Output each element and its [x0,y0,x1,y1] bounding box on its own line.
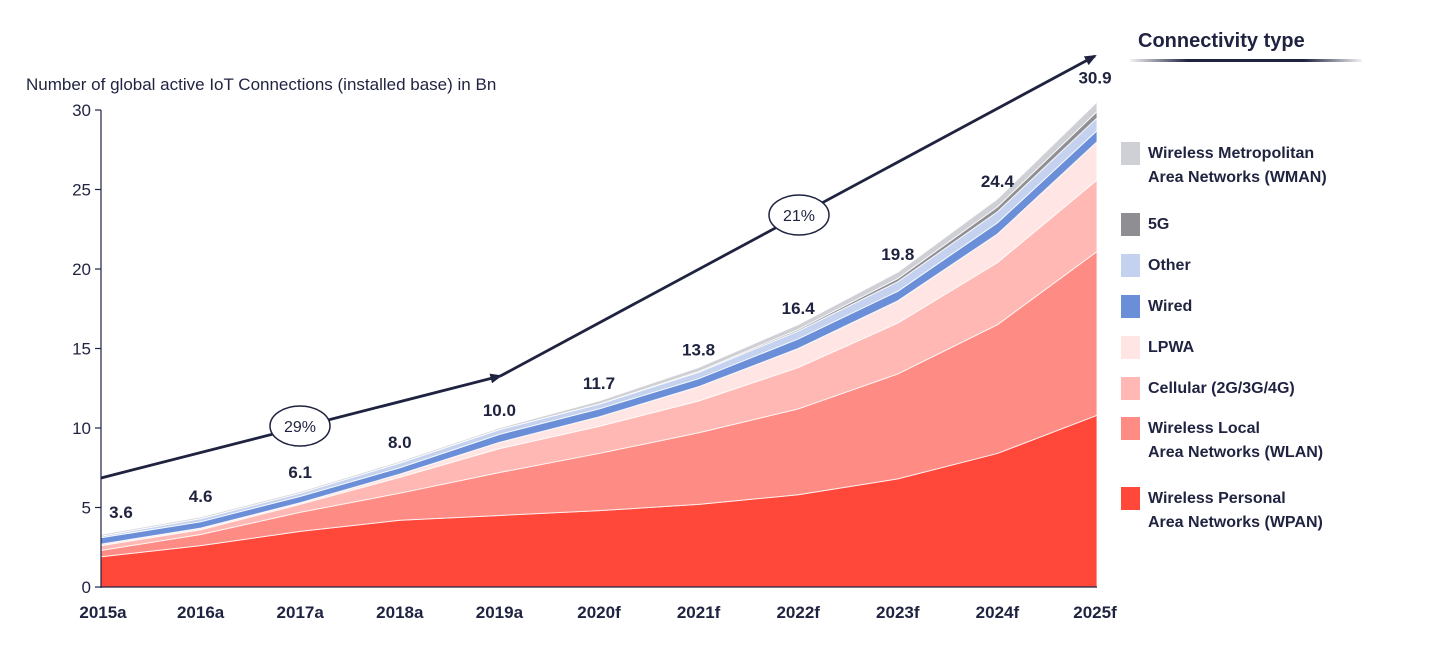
area-wireless-metropolitan-area-networks-wman [100,100,1098,537]
total-label: 16.4 [782,299,816,318]
legend-label: Wireless Local Area Networks (WLAN) [1148,420,1324,461]
total-labels: 3.6 4.6 6.1 8.0 10.0 11.7 13.8 16.4 19.8 24.4 30.9 [109,69,1111,522]
x-tick-label: 2019a [476,603,524,622]
total-label: 19.8 [881,245,914,264]
y-tick-label: 5 [82,499,91,518]
y-tick-label: 0 [82,578,91,597]
total-label: 10.0 [483,401,516,420]
legend-swatch [1121,213,1140,236]
legend-label: Other [1148,257,1191,274]
legend-swatch [1121,377,1140,400]
cagr-bubble [269,405,331,447]
y-tick-label: 25 [72,181,91,200]
legend-item-5g: 5G [1121,213,1169,237]
legend-swatch [1121,295,1140,318]
x-tick-label: 2022f [776,603,820,622]
legend-swatch [1121,254,1140,277]
cagr-label: 29% [284,419,316,436]
x-tick-label: 2017a [277,603,325,622]
x-tick-label: 2016a [177,603,225,622]
legend-header: Connectivity type [1130,30,1362,62]
total-label: 13.8 [682,341,715,360]
y-tick-label: 30 [72,101,91,120]
legend-label: Wireless Metropolitan Area Networks (WMA… [1148,145,1327,186]
legend-title: Connectivity type [1138,30,1305,52]
legend-swatch [1121,487,1140,510]
legend-swatch [1121,417,1140,440]
x-tick-label: 2020f [577,603,621,622]
area-layers [100,100,1098,588]
legend-item-wireless-personal-area-networks-wpan: Wireless Personal Area Networks (WPAN) [1121,487,1323,535]
legend-swatch [1121,336,1140,359]
cagr-label: 21% [783,208,815,225]
legend-title-rule [1130,59,1362,62]
cagr-arrows: 29% 21% [100,54,1097,480]
x-tick-label: 2018a [376,603,424,622]
total-label: 6.1 [288,463,312,482]
legend-label: Wireless Personal Area Networks (WPAN) [1148,490,1323,531]
legend-label: Cellular (2G/3G/4G) [1148,380,1295,397]
legend-item-lpwa: LPWA [1121,336,1194,360]
total-label: 3.6 [109,503,133,522]
y-axis-label: Number of global active IoT Connections … [26,75,496,94]
x-tick-label: 2024f [976,603,1020,622]
total-label: 24.4 [981,172,1015,191]
x-tick-label: 2021f [677,603,721,622]
legend-item-cellular-2g-3g-4g: Cellular (2G/3G/4G) [1121,377,1295,401]
legend-item-wireless-local-area-networks-wlan: Wireless Local Area Networks (WLAN) [1121,417,1323,465]
legend-label: LPWA [1148,339,1195,356]
total-label: 11.7 [583,374,615,393]
legend-label: Wired [1148,298,1193,315]
total-label: 4.6 [189,487,213,506]
legend-label: 5G [1148,216,1170,233]
legend-swatch [1121,142,1140,165]
axes: 0 5 10 15 20 25 30 2015a 2016a 2017a 2018a 2019a 202… [72,101,1117,622]
y-tick-label: 20 [72,260,91,279]
y-tick-label: 15 [72,340,91,359]
legend-item-other: Other [1121,254,1191,278]
x-tick-label: 2015a [79,603,127,622]
cagr-bubble [768,194,830,236]
total-label: 30.9 [1078,69,1111,88]
legend-item-wireless-metropolitan-area-networks-wman: Wireless Metropolitan Area Networks (WMA… [1121,142,1327,190]
total-label: 8.0 [388,433,412,452]
y-tick-label: 10 [72,419,91,438]
x-tick-label: 2025f [1073,603,1117,622]
legend-item-wired: Wired [1121,295,1192,319]
x-tick-label: 2023f [876,603,920,622]
